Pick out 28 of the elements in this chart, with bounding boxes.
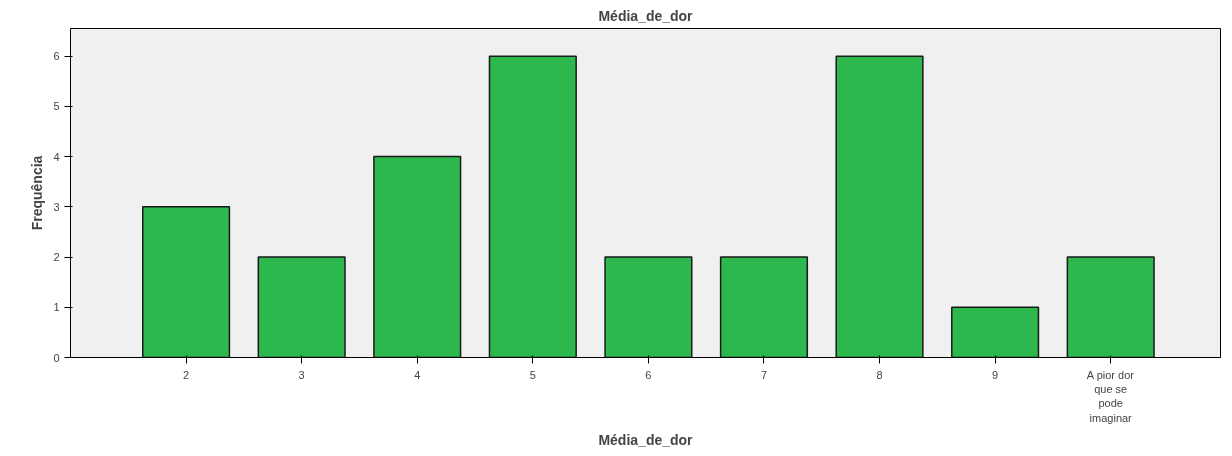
x-axis-title: Média_de_dor <box>598 431 694 448</box>
y-tick-label: 5 <box>53 100 60 113</box>
y-tick-label: 0 <box>53 351 60 364</box>
x-tick-label: 6 <box>645 368 652 381</box>
x-tick-label: 2 <box>183 368 190 381</box>
x-tick-label: 3 <box>298 368 305 381</box>
x-tick-label: 9 <box>992 368 999 381</box>
bar <box>1066 256 1155 358</box>
bar <box>141 206 231 358</box>
x-tick-label: 8 <box>876 368 883 381</box>
x-tick-label: 7 <box>760 368 768 381</box>
bar <box>373 155 462 358</box>
x-tick-label: 5 <box>529 368 536 381</box>
y-tick-label: 6 <box>53 50 60 63</box>
y-tick-label: 1 <box>53 301 60 314</box>
y-tick-label: 4 <box>53 150 60 163</box>
y-axis-title: Frequência <box>29 155 46 231</box>
bar <box>835 55 924 358</box>
bar <box>604 256 693 358</box>
chart-title: Média_de_dor <box>598 7 694 24</box>
bar <box>257 256 346 358</box>
bar <box>488 55 577 358</box>
bar <box>951 306 1040 358</box>
y-tick-label: 3 <box>53 200 60 213</box>
bar <box>719 256 809 358</box>
y-tick-label: 2 <box>53 251 60 264</box>
x-tick-label: 4 <box>414 368 421 381</box>
x-tick-label: A pior dor que se pode imaginar <box>1086 368 1135 424</box>
